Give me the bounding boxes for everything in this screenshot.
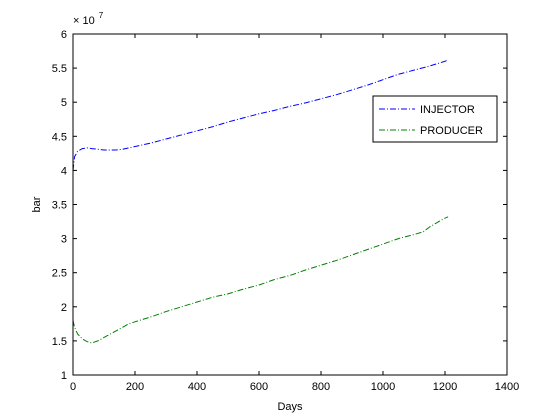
plot-frame — [72, 33, 508, 376]
x-tick-label: 1200 — [433, 381, 457, 393]
x-tick-label: 400 — [188, 381, 206, 393]
y-axis-multiplier-exponent: 7 — [99, 11, 104, 20]
legend: INJECTOR PRODUCER — [372, 95, 498, 143]
x-tick-label: 800 — [312, 381, 330, 393]
x-tick-label: 1000 — [371, 381, 395, 393]
plot-area — [72, 59, 449, 344]
series-line-injector — [72, 59, 449, 171]
y-axis-label: bar — [31, 196, 43, 212]
legend-label-producer: PRODUCER — [420, 125, 483, 137]
x-axis: 0 200 400 600 800 1000 1200 1400 — [70, 34, 519, 393]
x-tick-label: 600 — [250, 381, 268, 393]
legend-label-injector: INJECTOR — [420, 104, 475, 116]
series-line-producer — [72, 216, 449, 344]
x-tick-label: 200 — [126, 381, 144, 393]
y-tick-label: 5 — [61, 97, 67, 109]
y-tick-label: 6 — [61, 29, 67, 41]
y-axis-multiplier: × 10 7 — [73, 11, 104, 27]
y-tick-label: 4.5 — [52, 131, 67, 143]
y-tick-label: 5.5 — [52, 63, 67, 75]
legend-box — [372, 95, 498, 143]
y-tick-label: 1 — [61, 370, 67, 382]
y-tick-label: 2.5 — [52, 268, 67, 280]
x-axis-label: Days — [277, 401, 303, 413]
x-tick-label: 1400 — [495, 381, 519, 393]
y-axis: 1 1.5 2 2.5 3 3.5 4 4.5 5 5.5 6 — [52, 29, 507, 382]
y-axis-multiplier-base: × 10 — [73, 15, 95, 27]
y-tick-label: 2 — [61, 302, 67, 314]
y-tick-label: 3.5 — [52, 200, 67, 212]
y-tick-label: 3 — [61, 234, 67, 246]
y-tick-label: 1.5 — [52, 336, 67, 348]
x-tick-label: 0 — [70, 381, 76, 393]
y-tick-label: 4 — [61, 165, 67, 177]
